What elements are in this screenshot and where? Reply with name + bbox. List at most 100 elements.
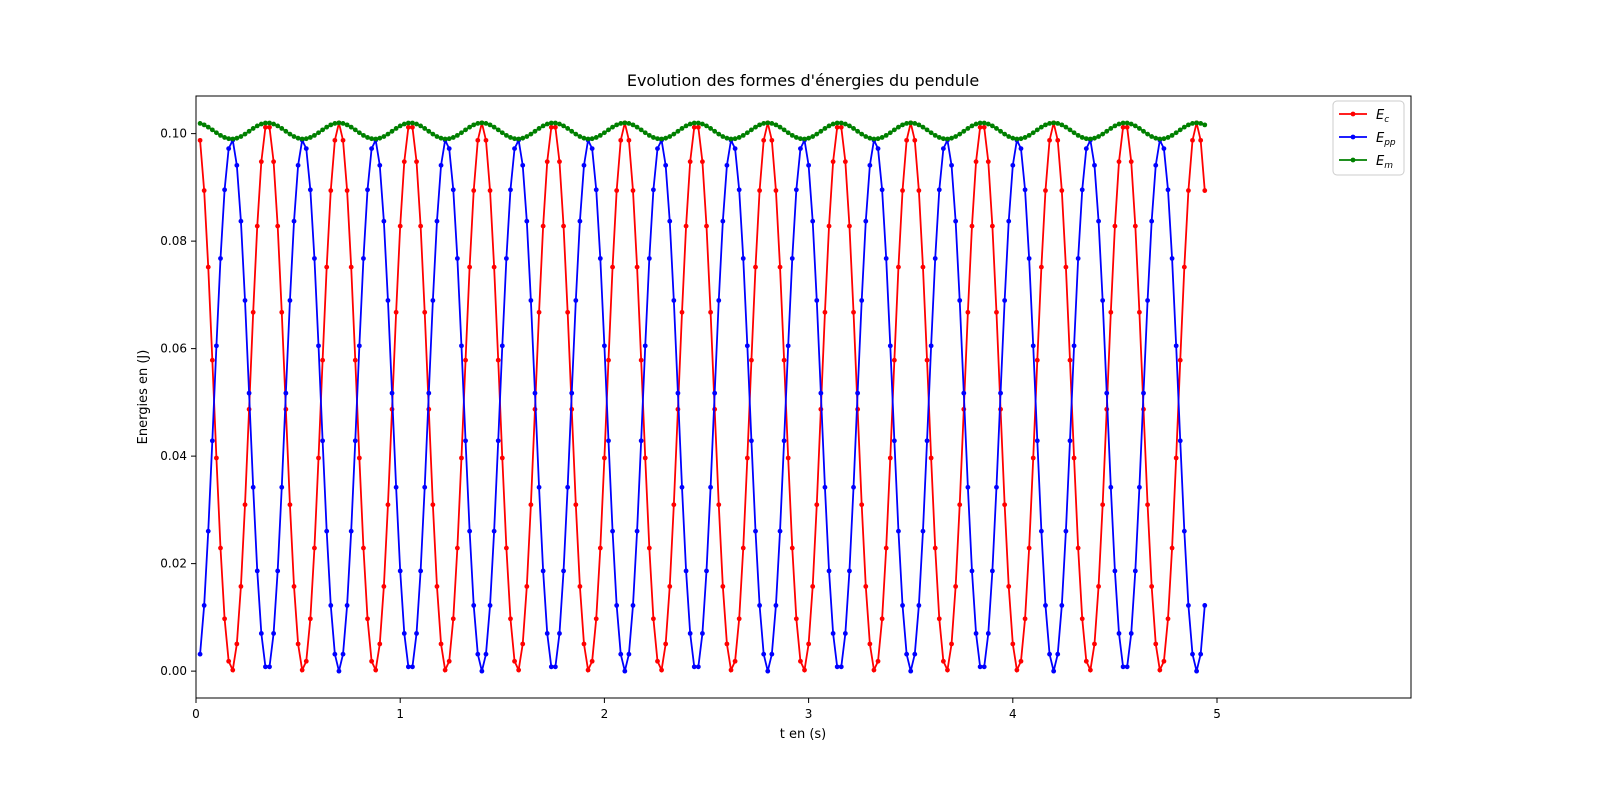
series-point-pp bbox=[1190, 651, 1195, 657]
series-point-pp bbox=[602, 343, 607, 349]
series-point-m bbox=[798, 136, 803, 142]
series-point-m bbox=[503, 132, 509, 138]
series-point-pp bbox=[1059, 603, 1065, 608]
series-point-c bbox=[1055, 137, 1061, 143]
series-point-m bbox=[201, 122, 207, 128]
series-point-c bbox=[806, 641, 812, 647]
series-point-pp bbox=[851, 484, 856, 490]
series-point-m bbox=[822, 126, 828, 131]
series-point-c bbox=[1149, 584, 1155, 589]
series-point-c bbox=[1038, 264, 1044, 270]
series-point-m bbox=[1083, 136, 1089, 142]
series-point-c bbox=[842, 159, 848, 165]
series-point-m bbox=[454, 132, 460, 138]
series-point-c bbox=[430, 502, 436, 508]
series-point-m bbox=[920, 124, 926, 130]
series-point-pp bbox=[352, 438, 358, 444]
series-point-m bbox=[401, 121, 407, 127]
series-point-m bbox=[630, 122, 636, 128]
series-point-pp bbox=[1071, 343, 1077, 349]
series-point-m bbox=[459, 130, 464, 136]
series-point-c bbox=[773, 188, 779, 193]
series-point-pp bbox=[552, 664, 558, 670]
series-point-c bbox=[491, 264, 497, 270]
series-point-pp bbox=[446, 146, 452, 151]
series-point-m bbox=[573, 131, 579, 137]
series-point-m bbox=[785, 130, 791, 136]
series-point-c bbox=[879, 616, 885, 622]
series-point-m bbox=[1108, 126, 1114, 131]
series-point-m bbox=[863, 134, 869, 139]
series-point-pp bbox=[467, 528, 473, 534]
series-point-m bbox=[303, 136, 309, 142]
series-point-c bbox=[226, 658, 232, 664]
series-point-m bbox=[438, 135, 444, 141]
legend: Ec Epp Em bbox=[1332, 100, 1405, 176]
series-point-c bbox=[230, 667, 236, 673]
series-point-pp bbox=[622, 668, 628, 674]
series-point-pp bbox=[769, 651, 775, 657]
series-point-m bbox=[683, 123, 689, 129]
series-point-c bbox=[744, 455, 750, 461]
series-point-c bbox=[352, 357, 358, 363]
series-point-pp bbox=[426, 390, 432, 396]
y-axis-label: Energies en (J) bbox=[136, 350, 151, 445]
series-point-m bbox=[393, 126, 399, 131]
series-point-m bbox=[589, 136, 595, 142]
series-point-pp bbox=[222, 187, 227, 193]
series-point-pp bbox=[867, 162, 873, 168]
series-point-c bbox=[1112, 223, 1118, 229]
series-point-pp bbox=[753, 528, 758, 534]
legend-marker-pp bbox=[1350, 134, 1356, 140]
series-point-c bbox=[312, 545, 317, 551]
series-point-c bbox=[205, 264, 211, 270]
series-point-m bbox=[263, 120, 268, 126]
series-point-pp bbox=[254, 568, 260, 574]
series-point-c bbox=[418, 223, 424, 229]
series-point-pp bbox=[201, 603, 207, 608]
series-point-m bbox=[536, 126, 542, 131]
series-point-m bbox=[904, 120, 910, 126]
series-point-c bbox=[789, 545, 795, 551]
series-point-pp bbox=[642, 343, 648, 349]
series-point-m bbox=[789, 132, 795, 138]
series-point-pp bbox=[655, 146, 660, 151]
series-point-pp bbox=[830, 631, 836, 636]
series-point-pp bbox=[275, 568, 281, 574]
series-point-pp bbox=[503, 256, 509, 261]
series-point-m bbox=[622, 120, 628, 126]
series-point-pp bbox=[695, 664, 701, 670]
series-point-m bbox=[491, 124, 497, 130]
series-point-pp bbox=[463, 438, 468, 444]
series-point-m bbox=[818, 128, 824, 134]
series-point-m bbox=[275, 123, 281, 129]
series-point-c bbox=[769, 137, 775, 143]
series-point-m bbox=[1177, 127, 1183, 133]
series-point-c bbox=[1169, 545, 1175, 551]
series-point-pp bbox=[471, 603, 477, 608]
series-point-m bbox=[847, 123, 852, 129]
series-point-c bbox=[826, 223, 832, 229]
series-point-m bbox=[720, 134, 726, 139]
series-point-pp bbox=[789, 256, 795, 261]
series-point-pp bbox=[961, 390, 967, 396]
series-point-m bbox=[1075, 132, 1081, 138]
series-point-m bbox=[883, 132, 889, 138]
series-point-c bbox=[1043, 188, 1048, 193]
series-point-pp bbox=[1002, 298, 1008, 303]
series-point-pp bbox=[205, 528, 211, 534]
series-point-m bbox=[385, 131, 391, 137]
series-point-c bbox=[749, 357, 754, 363]
series-point-m bbox=[1112, 123, 1118, 129]
series-point-m bbox=[552, 120, 558, 126]
series-point-pp bbox=[348, 528, 354, 534]
series-point-c bbox=[291, 584, 297, 589]
series-point-c bbox=[307, 616, 313, 622]
series-point-m bbox=[287, 131, 293, 137]
series-point-c bbox=[1145, 502, 1150, 508]
series-point-m bbox=[544, 121, 550, 127]
series-point-c bbox=[928, 455, 934, 461]
series-point-m bbox=[830, 121, 836, 127]
series-point-pp bbox=[761, 651, 767, 657]
series-point-m bbox=[471, 122, 477, 128]
